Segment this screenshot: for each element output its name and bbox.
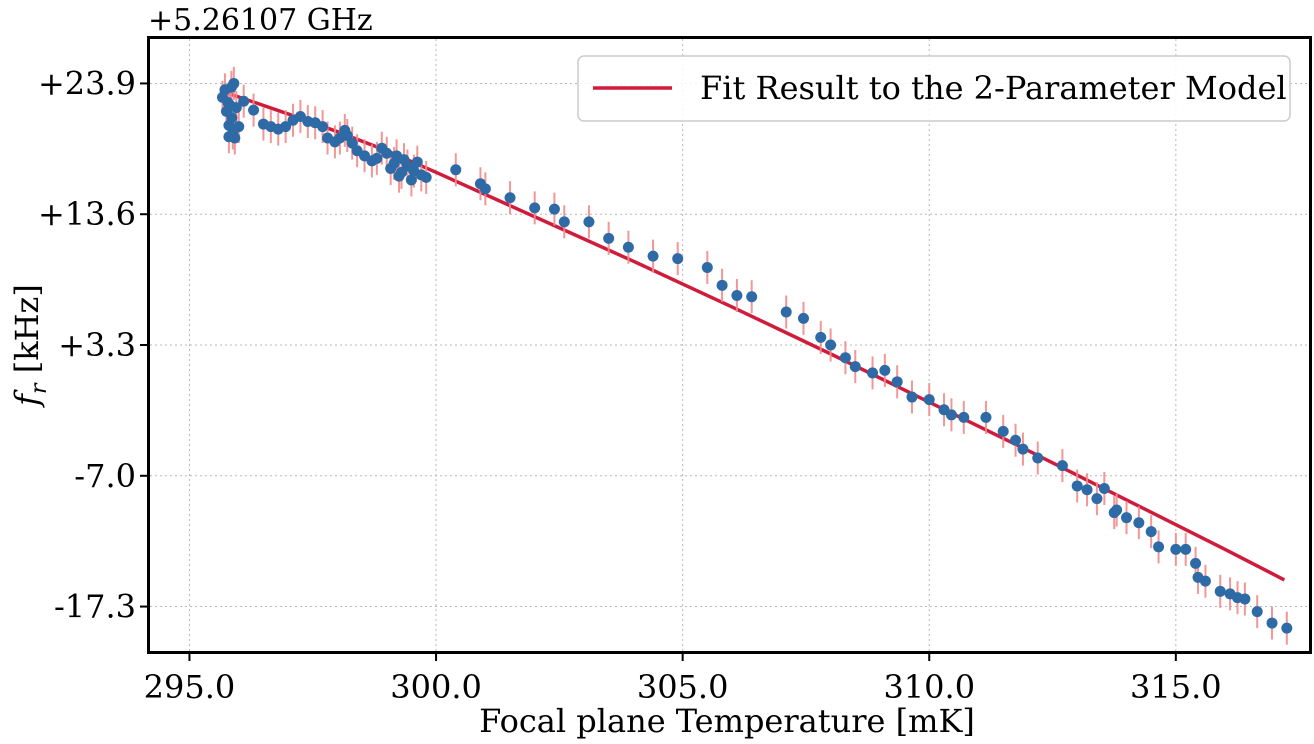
data-point xyxy=(701,262,713,274)
data-point xyxy=(879,364,891,376)
data-point xyxy=(230,102,242,114)
offset-label: +5.26107 GHz xyxy=(148,3,373,38)
data-point xyxy=(958,411,970,423)
y-axis-label: fr [kHz] xyxy=(8,284,52,408)
legend-label: Fit Result to the 2-Parameter Model xyxy=(700,69,1287,107)
data-point xyxy=(647,250,659,262)
data-point xyxy=(504,192,516,204)
x-axis-label: Focal plane Temperature [mK] xyxy=(479,702,975,740)
data-point xyxy=(1121,512,1133,524)
data-point xyxy=(280,121,292,133)
data-point xyxy=(1017,443,1029,455)
data-point xyxy=(558,216,570,228)
data-point xyxy=(825,339,837,351)
data-point xyxy=(731,289,743,301)
data-point xyxy=(228,77,240,89)
data-point xyxy=(815,331,827,343)
data-point xyxy=(548,203,560,215)
data-point xyxy=(1010,434,1022,446)
x-tick-label: 310.0 xyxy=(883,668,975,706)
y-axis-label-unit: [kHz] xyxy=(8,284,46,383)
data-point xyxy=(1251,606,1263,618)
y-tick-label: +23.9 xyxy=(38,64,136,102)
data-point xyxy=(226,112,238,124)
data-point xyxy=(1145,526,1157,538)
data-point xyxy=(746,291,758,303)
data-point xyxy=(233,121,245,133)
data-point xyxy=(450,164,462,176)
data-point xyxy=(583,216,595,228)
data-point xyxy=(1266,617,1278,629)
data-point xyxy=(1214,585,1226,597)
data-point xyxy=(797,312,809,324)
data-points-layer xyxy=(216,66,1293,645)
data-point xyxy=(839,352,851,364)
legend: Fit Result to the 2-Parameter Model xyxy=(577,55,1291,122)
x-tick-label: 315.0 xyxy=(1130,668,1222,706)
data-point xyxy=(891,376,903,388)
data-point xyxy=(1180,543,1192,555)
y-axis-label-sub: r xyxy=(27,382,52,394)
data-point xyxy=(1081,484,1093,496)
data-point xyxy=(906,391,918,403)
data-point xyxy=(479,183,491,195)
x-tick-label: 300.0 xyxy=(390,668,482,706)
data-point xyxy=(1091,493,1103,505)
data-point xyxy=(1032,452,1044,464)
data-point xyxy=(1056,460,1068,472)
data-point xyxy=(780,306,792,318)
data-point xyxy=(997,425,1009,437)
legend-box xyxy=(577,55,1291,122)
data-point xyxy=(1111,504,1123,516)
y-tick-label: +3.3 xyxy=(58,326,136,364)
y-tick-label: +13.6 xyxy=(38,195,136,233)
data-point xyxy=(980,411,992,423)
data-point xyxy=(229,132,241,144)
data-point xyxy=(867,367,879,379)
data-point xyxy=(371,152,383,164)
data-point xyxy=(238,95,250,107)
data-point xyxy=(381,147,393,159)
y-tick-label: -17.3 xyxy=(54,588,136,626)
data-point xyxy=(420,171,432,183)
data-point xyxy=(1098,482,1110,494)
data-point xyxy=(1170,543,1182,555)
data-point xyxy=(317,121,329,133)
data-point xyxy=(945,409,957,421)
data-point xyxy=(1199,575,1211,587)
y-tick-label: -7.0 xyxy=(74,457,136,495)
data-point xyxy=(1153,541,1165,553)
data-point xyxy=(603,232,615,244)
data-point xyxy=(622,241,634,253)
data-point xyxy=(1133,517,1145,529)
data-point xyxy=(716,279,728,291)
data-point xyxy=(1239,593,1251,605)
axis-ticks: 295.0 300.0 305.0 310.0 315.0 +23.9 +13.6 +3.3 -… xyxy=(38,64,1222,706)
data-point xyxy=(1071,480,1083,492)
x-tick-label: 305.0 xyxy=(637,668,729,706)
data-point xyxy=(1281,622,1293,634)
x-tick-label: 295.0 xyxy=(144,668,236,706)
data-point xyxy=(529,202,541,214)
data-point xyxy=(923,394,935,406)
data-point xyxy=(849,361,861,373)
data-point xyxy=(411,156,423,168)
data-point xyxy=(1190,557,1202,569)
data-point xyxy=(672,253,684,265)
data-point xyxy=(405,174,417,186)
data-point xyxy=(248,104,260,116)
